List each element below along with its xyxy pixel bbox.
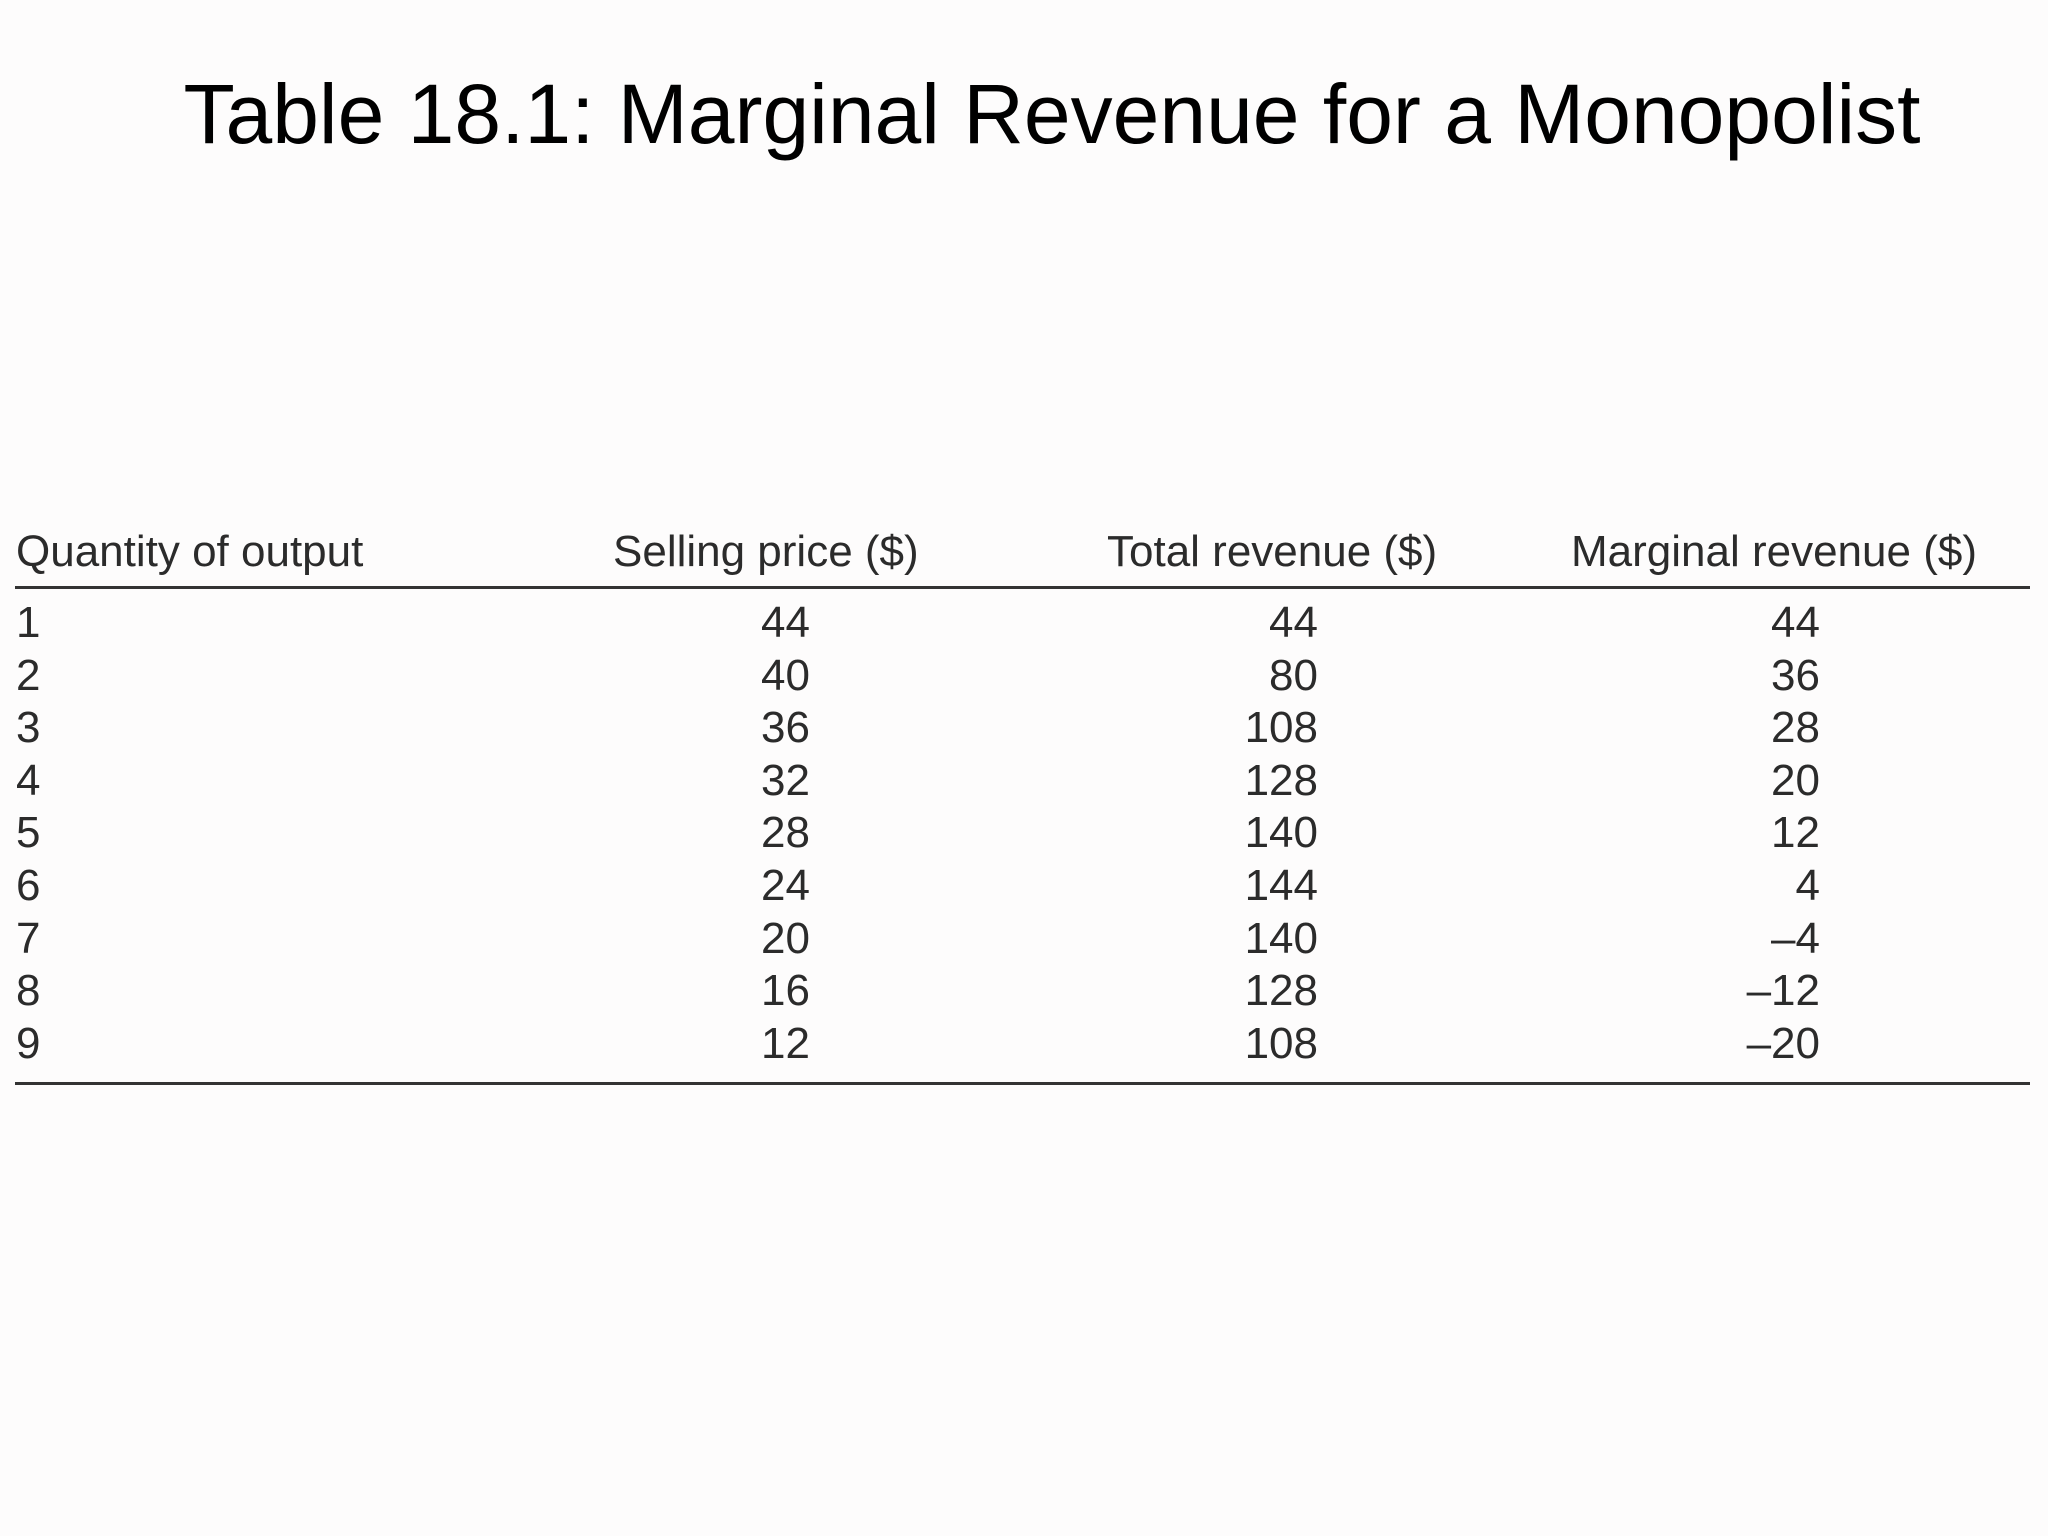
- cell-quantity: 4: [16, 755, 41, 805]
- table-row: 2 40 80 36: [15, 650, 2030, 703]
- cell-selling-price: 20: [761, 913, 810, 963]
- cell-quantity: 2: [16, 650, 41, 700]
- table-row: 4 32 128 20: [15, 755, 2030, 808]
- cell-quantity: 3: [16, 703, 41, 753]
- cell-marginal-revenue: –12: [1746, 966, 1820, 1016]
- cell-total-revenue: 140: [1244, 913, 1318, 963]
- cell-marginal-revenue: –20: [1746, 1018, 1820, 1068]
- cell-marginal-revenue: –4: [1771, 913, 1820, 963]
- cell-marginal-revenue: 36: [1771, 650, 1820, 700]
- cell-selling-price: 32: [761, 755, 810, 805]
- cell-total-revenue: 140: [1244, 808, 1318, 858]
- table-row: 8 16 128 –12: [15, 965, 2030, 1018]
- cell-total-revenue: 108: [1244, 1018, 1318, 1068]
- table-row: 7 20 140 –4: [15, 913, 2030, 966]
- table-row: 3 36 108 28: [15, 702, 2030, 755]
- cell-marginal-revenue: 4: [1795, 860, 1820, 910]
- cell-selling-price: 28: [761, 808, 810, 858]
- cell-selling-price: 44: [761, 598, 810, 647]
- cell-quantity: 9: [16, 1018, 41, 1068]
- cell-total-revenue: 144: [1244, 860, 1318, 910]
- cell-selling-price: 16: [761, 966, 810, 1016]
- cell-selling-price: 40: [761, 650, 810, 700]
- cell-total-revenue: 108: [1244, 703, 1318, 753]
- table-row: 6 24 144 4: [15, 860, 2030, 913]
- table-row: 1 44 44 44: [15, 597, 2030, 650]
- cell-total-revenue: 128: [1244, 966, 1318, 1016]
- table-header: Quantity of output Selling price ($) Tot…: [15, 510, 2030, 589]
- table-row: 9 12 108 –20: [15, 1018, 2030, 1071]
- cell-total-revenue: 128: [1244, 755, 1318, 805]
- header-selling-price: Selling price ($): [613, 527, 919, 576]
- cell-marginal-revenue: 28: [1771, 703, 1820, 753]
- cell-marginal-revenue: 44: [1771, 598, 1820, 647]
- cell-marginal-revenue: 20: [1771, 755, 1820, 805]
- cell-marginal-revenue: 12: [1771, 808, 1820, 858]
- cell-quantity: 5: [16, 808, 41, 858]
- table-body: 1 44 44 44 2 40 80 36 3 36 108 28 4 32 1…: [15, 589, 2030, 1086]
- cell-quantity: 7: [16, 913, 41, 963]
- cell-total-revenue: 44: [1269, 598, 1318, 647]
- header-marginal-revenue: Marginal revenue ($): [1571, 527, 1977, 576]
- cell-quantity: 1: [16, 598, 41, 647]
- cell-total-revenue: 80: [1269, 650, 1318, 700]
- table-row: 5 28 140 12: [15, 807, 2030, 860]
- header-quantity: Quantity of output: [16, 527, 364, 576]
- cell-selling-price: 36: [761, 703, 810, 753]
- cell-quantity: 6: [16, 860, 41, 910]
- slide-title: Table 18.1: Marginal Revenue for a Monop…: [183, 67, 1921, 161]
- cell-quantity: 8: [16, 966, 41, 1016]
- header-total-revenue: Total revenue ($): [1107, 527, 1438, 576]
- cell-selling-price: 12: [761, 1018, 810, 1068]
- cell-selling-price: 24: [761, 860, 810, 910]
- revenue-table: Quantity of output Selling price ($) Tot…: [15, 510, 2030, 1086]
